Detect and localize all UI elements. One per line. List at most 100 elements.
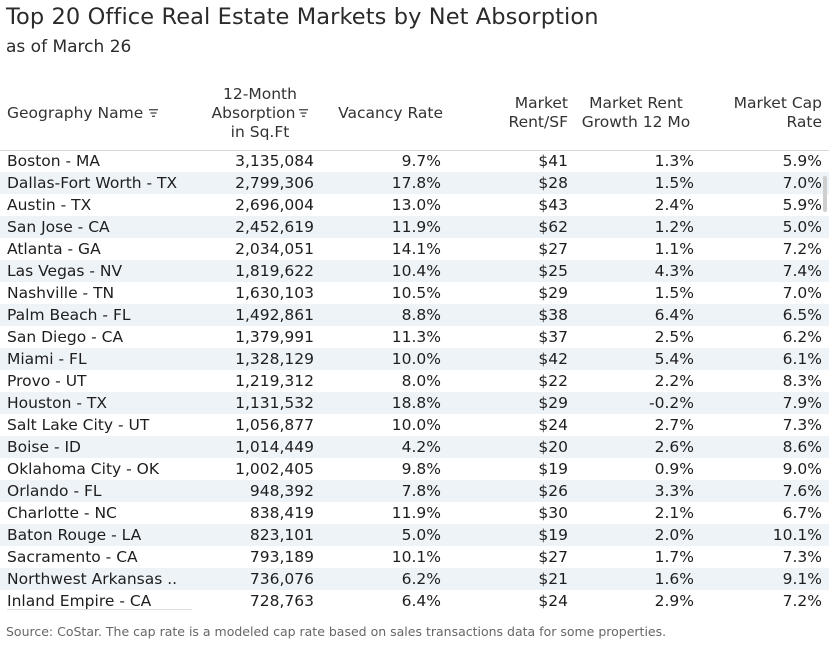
cell-absorption: 838,419 <box>249 504 314 522</box>
table-row[interactable]: Dallas-Fort Worth - TX 2,799,306 17.8% $28 1… <box>0 172 829 194</box>
header-vacancy[interactable]: Vacancy Rate <box>325 80 443 146</box>
cell-growth: 1.1% <box>654 240 694 258</box>
cell-absorption: 948,392 <box>249 482 314 500</box>
cell-absorption: 1,328,129 <box>235 350 314 368</box>
cell-cap-rate: 7.6% <box>782 482 822 500</box>
cell-growth: 2.9% <box>654 592 694 610</box>
cell-growth: 2.1% <box>654 504 694 522</box>
cell-geography: Orlando - FL <box>7 482 102 500</box>
vertical-scrollbar[interactable] <box>823 176 827 212</box>
cell-rent: $28 <box>538 174 568 192</box>
cell-growth: 5.4% <box>654 350 694 368</box>
table-row[interactable]: Baton Rouge - LA 823,101 5.0% $19 2.0% 10.1% <box>0 524 829 546</box>
cell-cap-rate: 7.2% <box>782 592 822 610</box>
cell-cap-rate: 7.3% <box>782 416 822 434</box>
cell-geography: Dallas-Fort Worth - TX <box>7 174 178 192</box>
cell-vacancy: 4.2% <box>401 438 441 456</box>
cell-vacancy: 8.0% <box>401 372 441 390</box>
header-geography[interactable]: Geography Name <box>7 80 207 146</box>
cell-rent: $25 <box>538 262 568 280</box>
cell-vacancy: 13.0% <box>391 196 441 214</box>
cell-geography: Boston - MA <box>7 152 100 170</box>
table-row[interactable]: Atlanta - GA 2,034,051 14.1% $27 1.1% 7.2% <box>0 238 829 260</box>
cell-cap-rate: 7.0% <box>782 174 822 192</box>
cell-absorption: 3,135,084 <box>235 152 314 170</box>
table-row[interactable]: Northwest Arkansas .. 736,076 6.2% $21 1.6% 9… <box>0 568 829 590</box>
header-rent-line-1: Market <box>514 94 568 112</box>
cell-rent: $30 <box>538 504 568 522</box>
cell-rent: $21 <box>538 570 568 588</box>
table-row[interactable]: Oklahoma City - OK 1,002,405 9.8% $19 0.9% 9.… <box>0 458 829 480</box>
cell-rent: $26 <box>538 482 568 500</box>
cell-vacancy: 11.3% <box>391 328 441 346</box>
cell-cap-rate: 6.5% <box>782 306 822 324</box>
table-row[interactable]: Salt Lake City - UT 1,056,877 10.0% $24 2.7%… <box>0 414 829 436</box>
header-absorption[interactable]: 12-Month Absorption in Sq.Ft <box>200 80 320 146</box>
header-rent-growth[interactable]: Market Rent Growth 12 Mo <box>575 80 697 146</box>
cell-geography: San Diego - CA <box>7 328 124 346</box>
table-body[interactable]: Boston - MA 3,135,084 9.7% $41 1.3% 5.9% Dalla… <box>0 150 829 610</box>
cell-cap-rate: 8.6% <box>782 438 822 456</box>
cell-vacancy: 10.4% <box>391 262 441 280</box>
table-row[interactable]: Houston - TX 1,131,532 18.8% $29 -0.2% 7.9% <box>0 392 829 414</box>
cell-cap-rate: 5.9% <box>782 152 822 170</box>
header-rent-line-2: Rent/SF <box>508 113 569 131</box>
cell-absorption: 2,696,004 <box>235 196 314 214</box>
cell-rent: $42 <box>538 350 568 368</box>
table-row[interactable]: Miami - FL 1,328,129 10.0% $42 5.4% 6.1% <box>0 348 829 370</box>
table-row[interactable]: Orlando - FL 948,392 7.8% $26 3.3% 7.6% <box>0 480 829 502</box>
cell-rent: $62 <box>538 218 568 236</box>
cell-absorption: 1,131,532 <box>235 394 314 412</box>
cell-growth: 2.7% <box>654 416 694 434</box>
cell-cap-rate: 7.0% <box>782 284 822 302</box>
table-row[interactable]: Nashville - TN 1,630,103 10.5% $29 1.5% 7.0% <box>0 282 829 304</box>
header-absorption-line-1: 12-Month <box>223 84 297 103</box>
table-row[interactable]: Las Vegas - NV 1,819,622 10.4% $25 4.3% 7.4% <box>0 260 829 282</box>
table-row[interactable]: Sacramento - CA 793,189 10.1% $27 1.7% 7.3% <box>0 546 829 568</box>
cell-growth: 1.7% <box>654 548 694 566</box>
cell-rent: $19 <box>538 460 568 478</box>
sort-icon[interactable] <box>299 108 309 118</box>
cell-geography: Miami - FL <box>7 350 87 368</box>
table-row[interactable]: Inland Empire - CA 728,763 6.4% $24 2.9% 7.2% <box>0 590 829 610</box>
header-absorption-line-2: Absorption <box>212 104 309 123</box>
header-vacancy-label: Vacancy Rate <box>338 103 443 122</box>
cell-growth: 4.3% <box>654 262 694 280</box>
cell-geography: Charlotte - NC <box>7 504 117 522</box>
table-row[interactable]: Austin - TX 2,696,004 13.0% $43 2.4% 5.9% <box>0 194 829 216</box>
cell-growth: 6.4% <box>654 306 694 324</box>
cell-rent: $22 <box>538 372 568 390</box>
cell-cap-rate: 9.0% <box>782 460 822 478</box>
table-row[interactable]: Charlotte - NC 838,419 11.9% $30 2.1% 6.7% <box>0 502 829 524</box>
cell-cap-rate: 5.9% <box>782 196 822 214</box>
header-cap-line-1: Market Cap <box>733 94 822 112</box>
header-divider <box>0 150 829 151</box>
cell-vacancy: 9.7% <box>401 152 441 170</box>
cell-absorption: 736,076 <box>249 570 314 588</box>
header-cap-rate[interactable]: Market Cap Rate <box>700 80 822 146</box>
cell-vacancy: 11.9% <box>391 504 441 522</box>
cell-absorption: 1,819,622 <box>235 262 314 280</box>
sort-icon[interactable] <box>149 108 159 118</box>
cell-growth: 1.6% <box>654 570 694 588</box>
cell-growth: 1.3% <box>654 152 694 170</box>
cell-geography: Austin - TX <box>7 196 92 214</box>
table-row[interactable]: San Jose - CA 2,452,619 11.9% $62 1.2% 5.0% <box>0 216 829 238</box>
header-market-rent[interactable]: Market Rent/SF <box>466 80 569 146</box>
table-row[interactable]: San Diego - CA 1,379,991 11.3% $37 2.5% 6.2% <box>0 326 829 348</box>
cell-growth: 2.4% <box>654 196 694 214</box>
cell-growth: 1.2% <box>654 218 694 236</box>
header-growth-line-2: Growth 12 Mo <box>581 113 691 131</box>
cell-growth: 3.3% <box>654 482 694 500</box>
table-row[interactable]: Boston - MA 3,135,084 9.7% $41 1.3% 5.9% <box>0 150 829 172</box>
cell-cap-rate: 6.7% <box>782 504 822 522</box>
table-row[interactable]: Boise - ID 1,014,449 4.2% $20 2.6% 8.6% <box>0 436 829 458</box>
cell-vacancy: 14.1% <box>391 240 441 258</box>
header-cap-line-2: Rate <box>786 113 822 131</box>
cell-vacancy: 17.8% <box>391 174 441 192</box>
cell-growth: -0.2% <box>649 394 694 412</box>
cell-vacancy: 9.8% <box>401 460 441 478</box>
table-row[interactable]: Provo - UT 1,219,312 8.0% $22 2.2% 8.3% <box>0 370 829 392</box>
cell-vacancy: 10.0% <box>391 416 441 434</box>
table-row[interactable]: Palm Beach - FL 1,492,861 8.8% $38 6.4% 6.5% <box>0 304 829 326</box>
